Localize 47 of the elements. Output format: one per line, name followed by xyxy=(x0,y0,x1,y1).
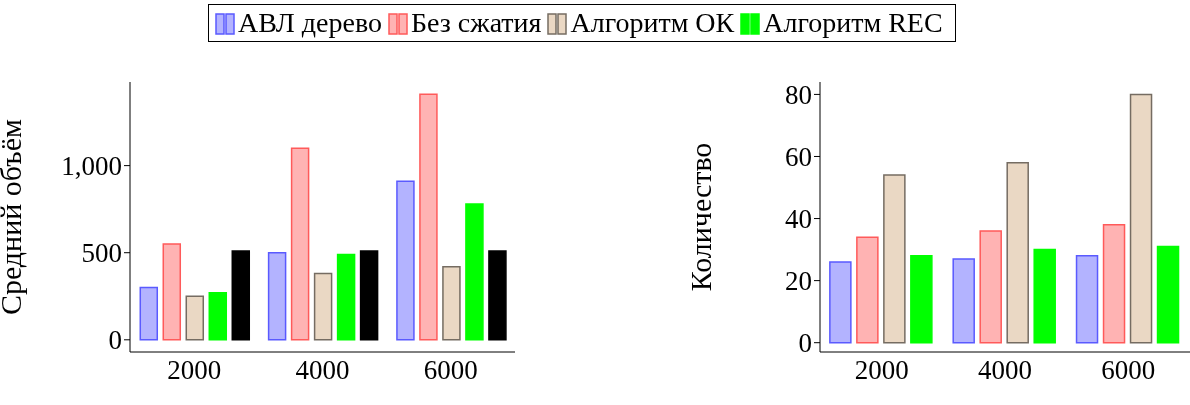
x-tick-label: 4000 xyxy=(978,355,1032,386)
bar xyxy=(185,295,205,341)
x-tick-label: 4000 xyxy=(295,355,350,386)
x-tick-label: 6000 xyxy=(1101,355,1156,386)
legend-label: Без сжатия xyxy=(410,7,542,39)
bar xyxy=(488,250,507,341)
bar xyxy=(1006,161,1029,344)
y-tick-label: 0 xyxy=(108,325,122,356)
bar xyxy=(465,203,484,341)
bar xyxy=(829,261,852,344)
bar xyxy=(162,243,182,341)
bar xyxy=(359,250,379,341)
bar xyxy=(290,147,310,341)
x-tick-label: 2000 xyxy=(167,355,222,386)
bar xyxy=(313,272,333,341)
bar xyxy=(336,253,356,341)
bar xyxy=(979,230,1002,344)
bar xyxy=(910,255,933,344)
bar xyxy=(883,174,906,344)
y-tick-label: 20 xyxy=(785,266,812,297)
x-tick-label: 2000 xyxy=(854,355,909,386)
bar xyxy=(952,258,975,344)
bar xyxy=(419,93,438,341)
y-tick-label: 40 xyxy=(785,204,812,235)
bar xyxy=(1075,255,1099,344)
legend-label: Алгоритм REC xyxy=(763,7,943,39)
y-tick-label: 1,000 xyxy=(61,151,122,182)
bar xyxy=(1102,224,1126,344)
bar xyxy=(1033,248,1056,344)
y-tick-label: 60 xyxy=(785,142,812,173)
y-tick-label: 0 xyxy=(798,328,812,359)
bar xyxy=(139,286,159,341)
y-tick-label: 500 xyxy=(81,238,122,269)
bar xyxy=(856,236,879,344)
y-tick-label: 80 xyxy=(785,80,812,110)
bar xyxy=(208,292,228,341)
bar xyxy=(231,250,251,341)
y-axis-title: Количество xyxy=(683,142,717,292)
bar xyxy=(267,251,287,341)
bar xyxy=(1156,245,1180,344)
x-tick-label: 6000 xyxy=(423,355,478,386)
bar xyxy=(1129,93,1153,344)
bar xyxy=(396,180,415,341)
bar xyxy=(442,265,461,341)
legend-label: Алгоритм ОК xyxy=(570,7,735,39)
legend-label: АВЛ дерево xyxy=(238,7,382,39)
y-axis-title: Средний объём xyxy=(0,118,27,316)
